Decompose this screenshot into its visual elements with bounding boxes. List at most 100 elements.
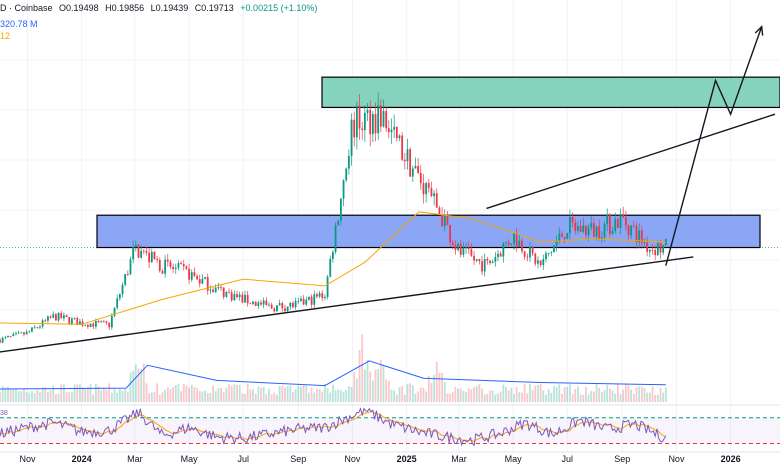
volume-bar <box>174 385 177 402</box>
ohlc-row: D · Coinbase O0.19498 H0.19856 L0.19439 … <box>0 2 317 14</box>
candle-body <box>646 242 649 252</box>
volume-bar <box>33 393 36 402</box>
volume-bar <box>608 388 611 402</box>
volume-bar <box>102 387 105 402</box>
volume-bar <box>252 389 254 402</box>
candle-body <box>427 183 430 189</box>
x-tick-label: Nov <box>20 454 37 464</box>
candle-body <box>169 261 172 268</box>
volume-bar <box>371 380 374 402</box>
candle-body <box>246 294 249 304</box>
change-value: +0.00215 (+1.10%) <box>240 3 318 13</box>
volume-bar <box>63 384 65 402</box>
volume-bar <box>635 387 638 402</box>
volume-bar <box>126 392 129 402</box>
rsi-value-label: 38 <box>0 410 8 417</box>
candle-body <box>537 260 539 264</box>
candle-body <box>68 317 71 324</box>
volume-bar <box>318 389 321 402</box>
volume-bar <box>555 387 558 402</box>
volume-bar <box>81 387 84 402</box>
volume-bars <box>0 334 667 402</box>
open-value: O0.19498 <box>59 3 99 13</box>
volume-bar <box>662 392 665 402</box>
volume-bar <box>491 390 494 402</box>
candle-body <box>374 114 377 134</box>
volume-bar <box>164 389 167 402</box>
candle-body <box>616 219 619 228</box>
candle-body <box>595 226 598 237</box>
candle-body <box>505 242 507 244</box>
candle-body <box>414 166 417 169</box>
candle-body <box>140 250 143 258</box>
x-tick-label: Jul <box>237 454 249 464</box>
candle-body <box>49 316 52 318</box>
volume-bar <box>47 392 49 402</box>
volume-bar <box>297 386 300 402</box>
candle-body <box>635 226 638 243</box>
volume-bar <box>145 383 148 402</box>
candle-body <box>185 266 188 269</box>
candle-body <box>339 198 342 221</box>
volume-bar <box>473 386 475 402</box>
candle-body <box>603 223 606 238</box>
candle-body <box>60 312 63 319</box>
candle-body <box>225 291 228 297</box>
volume-bar <box>648 392 651 402</box>
x-tick-label: May <box>505 454 523 464</box>
volume-bar <box>110 392 113 402</box>
candle-body <box>630 225 633 236</box>
volume-bar <box>619 394 622 402</box>
candle-body <box>166 259 169 262</box>
candle-body <box>302 298 305 305</box>
candle-body <box>89 323 92 327</box>
candle-body <box>81 321 84 326</box>
candle-body <box>73 318 76 319</box>
volume-bar <box>403 394 406 402</box>
volume-bar <box>606 384 609 402</box>
volume-bar <box>249 389 252 402</box>
volume-bar <box>204 390 206 402</box>
volume-bar <box>510 387 513 402</box>
volume-bar <box>169 389 172 402</box>
volume-bar <box>326 388 329 402</box>
candle-body <box>305 299 308 305</box>
candle-body <box>76 318 79 325</box>
volume-bar <box>0 392 1 402</box>
candle-body <box>326 276 329 297</box>
candle-body <box>632 225 635 227</box>
projection-arrow-head <box>754 25 764 36</box>
volume-bar <box>624 383 627 402</box>
candle-body <box>254 301 257 306</box>
volume-bar <box>539 383 542 402</box>
candle-body <box>515 233 518 248</box>
candle-body <box>363 112 366 131</box>
volume-bar <box>654 394 657 402</box>
candle-body <box>129 259 132 275</box>
volume-bar <box>382 364 385 402</box>
candle-body <box>289 302 292 307</box>
volume-bar <box>129 372 132 402</box>
volume-bar <box>646 392 649 402</box>
volume-bar <box>398 387 401 402</box>
volume-bar <box>369 371 372 402</box>
candle-body <box>643 242 646 244</box>
volume-bar <box>499 391 502 402</box>
candle-body <box>558 233 561 242</box>
volume-bar <box>15 388 17 402</box>
volume-bar <box>414 393 417 402</box>
candle-body <box>0 339 1 343</box>
candle-body <box>268 304 270 306</box>
candle-body <box>409 149 412 177</box>
candle-body <box>236 294 238 298</box>
volume-bar <box>614 393 617 402</box>
volume-bar <box>347 386 350 402</box>
candle-body <box>1 337 4 343</box>
volume-bar <box>124 388 127 402</box>
candle-body <box>638 230 641 243</box>
volume-bar <box>433 374 436 402</box>
volume-bar <box>156 383 159 402</box>
candle-body <box>278 303 281 306</box>
candle-body <box>124 274 127 285</box>
